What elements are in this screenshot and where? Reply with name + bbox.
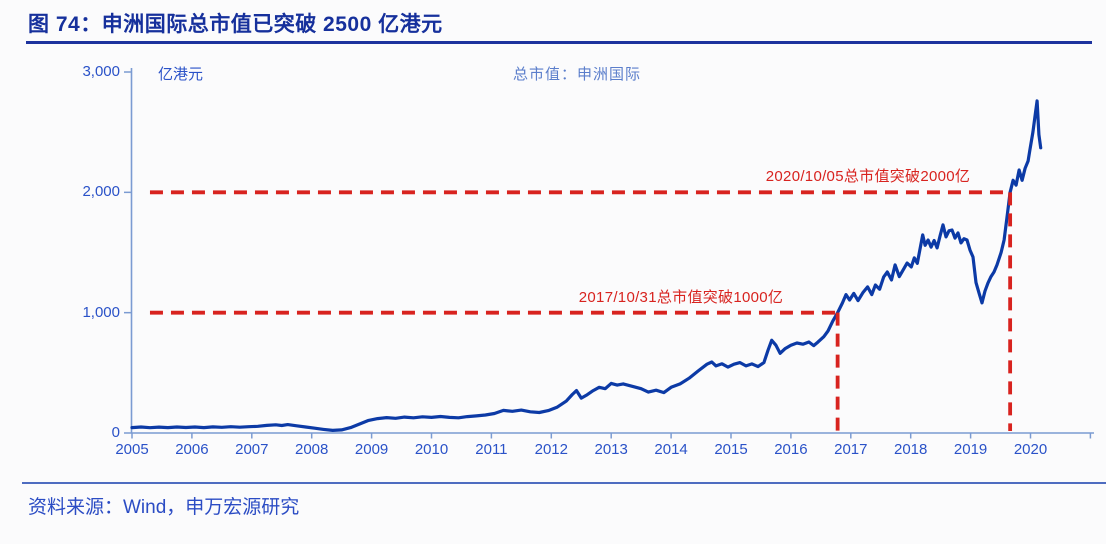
chart-legend: 总市值：申洲国际 (513, 66, 642, 83)
annotation-1000-breakthrough: 2017/10/31总市值突破1000亿 (578, 288, 784, 306)
title-divider (26, 41, 1092, 44)
y-axis-unit-label: 亿港元 (158, 66, 204, 83)
market-cap-series-line (130, 99, 1043, 432)
chart-canvas (124, 68, 1094, 439)
annotation-2000-breakthrough: 2020/10/05总市值突破2000亿 (765, 168, 971, 186)
source-text: 资料来源：Wind，申万宏源研究 (28, 497, 300, 518)
figure-title: 图 74：申洲国际总市值已突破 2500 亿港元 (28, 13, 443, 36)
footer-divider (22, 482, 1106, 484)
